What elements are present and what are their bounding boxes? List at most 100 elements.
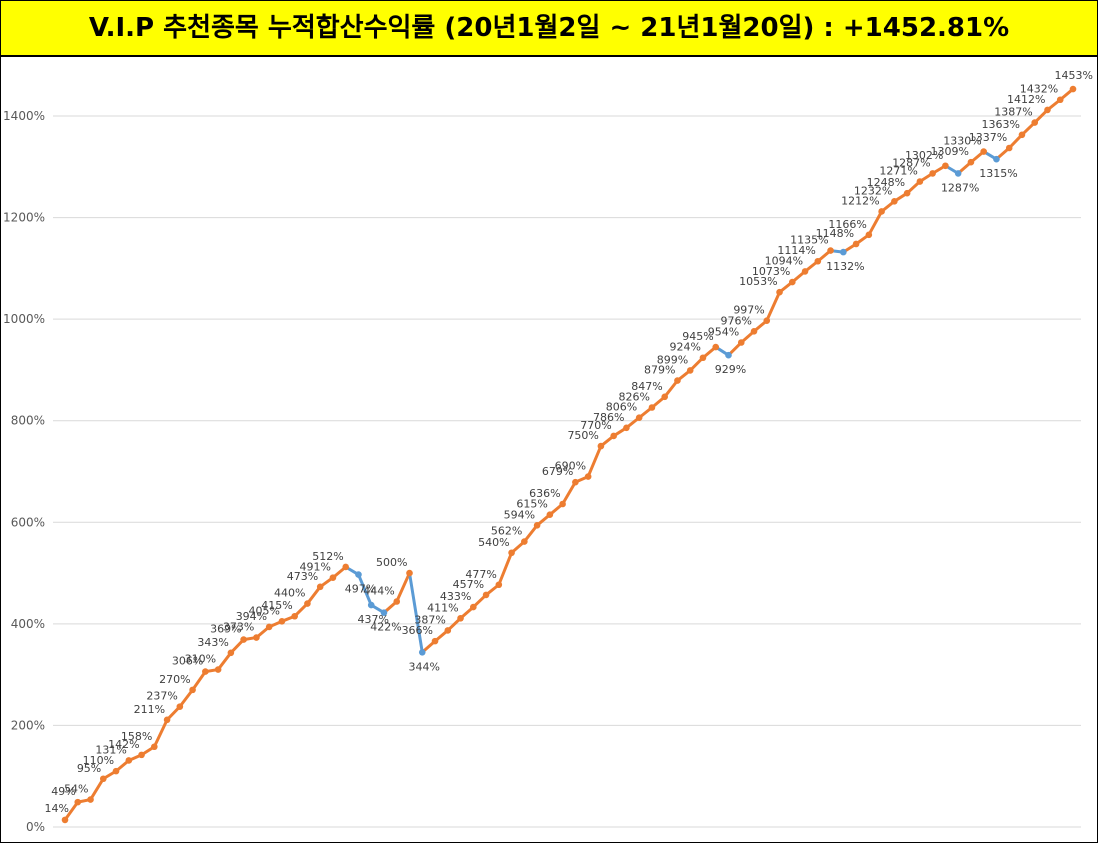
data-point [342,563,350,571]
data-label: 142% [108,738,139,751]
data-point [1044,106,1051,114]
data-label: 110% [83,754,114,767]
data-label: 369% [210,623,241,636]
data-label: 899% [657,353,688,366]
data-point [737,339,745,346]
data-point [610,432,617,440]
data-label: 615% [516,498,547,511]
data-label: 679% [542,465,573,478]
data-label: 310% [185,653,216,666]
data-point [508,549,515,557]
data-label: 1148% [816,227,854,240]
data-label: 415% [261,599,292,612]
data-label: 1387% [994,106,1032,119]
data-label: 997% [733,304,764,317]
data-point [470,603,477,611]
data-label: 440% [274,587,305,600]
data-label: 405% [248,604,279,617]
data-point [227,649,235,657]
data-point [329,574,337,581]
data-label: 270% [159,673,190,686]
data-point [202,668,209,675]
data-point [495,581,503,589]
series-segment [765,290,782,323]
series-segment [152,718,169,749]
data-label: 1287% [941,181,979,194]
data-label: 95% [77,762,101,775]
data-label: 826% [618,391,649,404]
data-point [74,798,82,806]
data-label: 879% [644,364,675,377]
series-segment [663,379,679,399]
series-segment [63,800,80,822]
data-point [1069,85,1077,93]
data-point [623,424,630,432]
data-point [304,600,311,607]
data-point [151,743,158,751]
data-point [597,442,605,450]
data-label: 444% [363,585,394,598]
data-point [189,686,196,694]
y-tick-label: 800% [11,414,45,428]
series-segment [178,688,195,709]
data-label: 366% [402,624,433,637]
series-segment [522,523,539,544]
series-segment [305,585,322,606]
data-point [1005,144,1013,152]
data-label: 806% [606,401,637,414]
series-segment [497,551,514,587]
data-point [686,367,694,374]
data-point [444,627,452,634]
series-segment [191,670,207,692]
data-point [482,591,490,599]
data-point [801,268,809,275]
data-label: 1073% [752,265,790,278]
data-point [176,703,184,710]
data-label: 1114% [777,244,815,257]
data-point [712,343,720,351]
data-label: 131% [95,743,126,756]
data-point [533,522,541,529]
y-tick-label: 400% [11,617,45,631]
data-label: 343% [197,636,228,649]
data-point [929,170,936,177]
data-label: 411% [427,601,458,614]
data-point [725,351,732,359]
data-point [827,247,834,254]
data-label: 158% [121,730,152,743]
data-label: 477% [465,568,496,581]
data-point [87,796,94,803]
data-label: 14% [45,802,69,815]
data-point [138,751,145,759]
data-label: 636% [529,487,560,500]
data-label: 512% [312,550,343,563]
data-point [954,170,962,177]
data-label: 924% [670,341,701,354]
data-point [521,538,528,545]
data-point [763,317,771,324]
data-point [967,158,975,166]
data-label: 750% [567,429,598,442]
data-label: 433% [440,590,471,603]
data-label: 945% [682,330,713,343]
data-label: 500% [376,556,407,569]
data-point [61,816,69,824]
data-point [1056,96,1064,104]
data-label: 1132% [826,260,864,273]
series-segment [216,651,233,672]
data-label: 1363% [982,118,1020,131]
data-point [418,648,426,656]
data-point [112,767,120,775]
data-label: 437% [358,613,389,626]
data-label: 976% [721,314,752,327]
data-point [163,716,171,724]
series-segment [408,571,424,654]
data-point [788,278,796,286]
series-segment [356,573,373,607]
data-point [903,189,911,197]
series-segment [561,480,577,506]
data-label: 497% [345,583,376,596]
y-tick-label: 600% [11,515,45,529]
data-point [291,612,298,620]
